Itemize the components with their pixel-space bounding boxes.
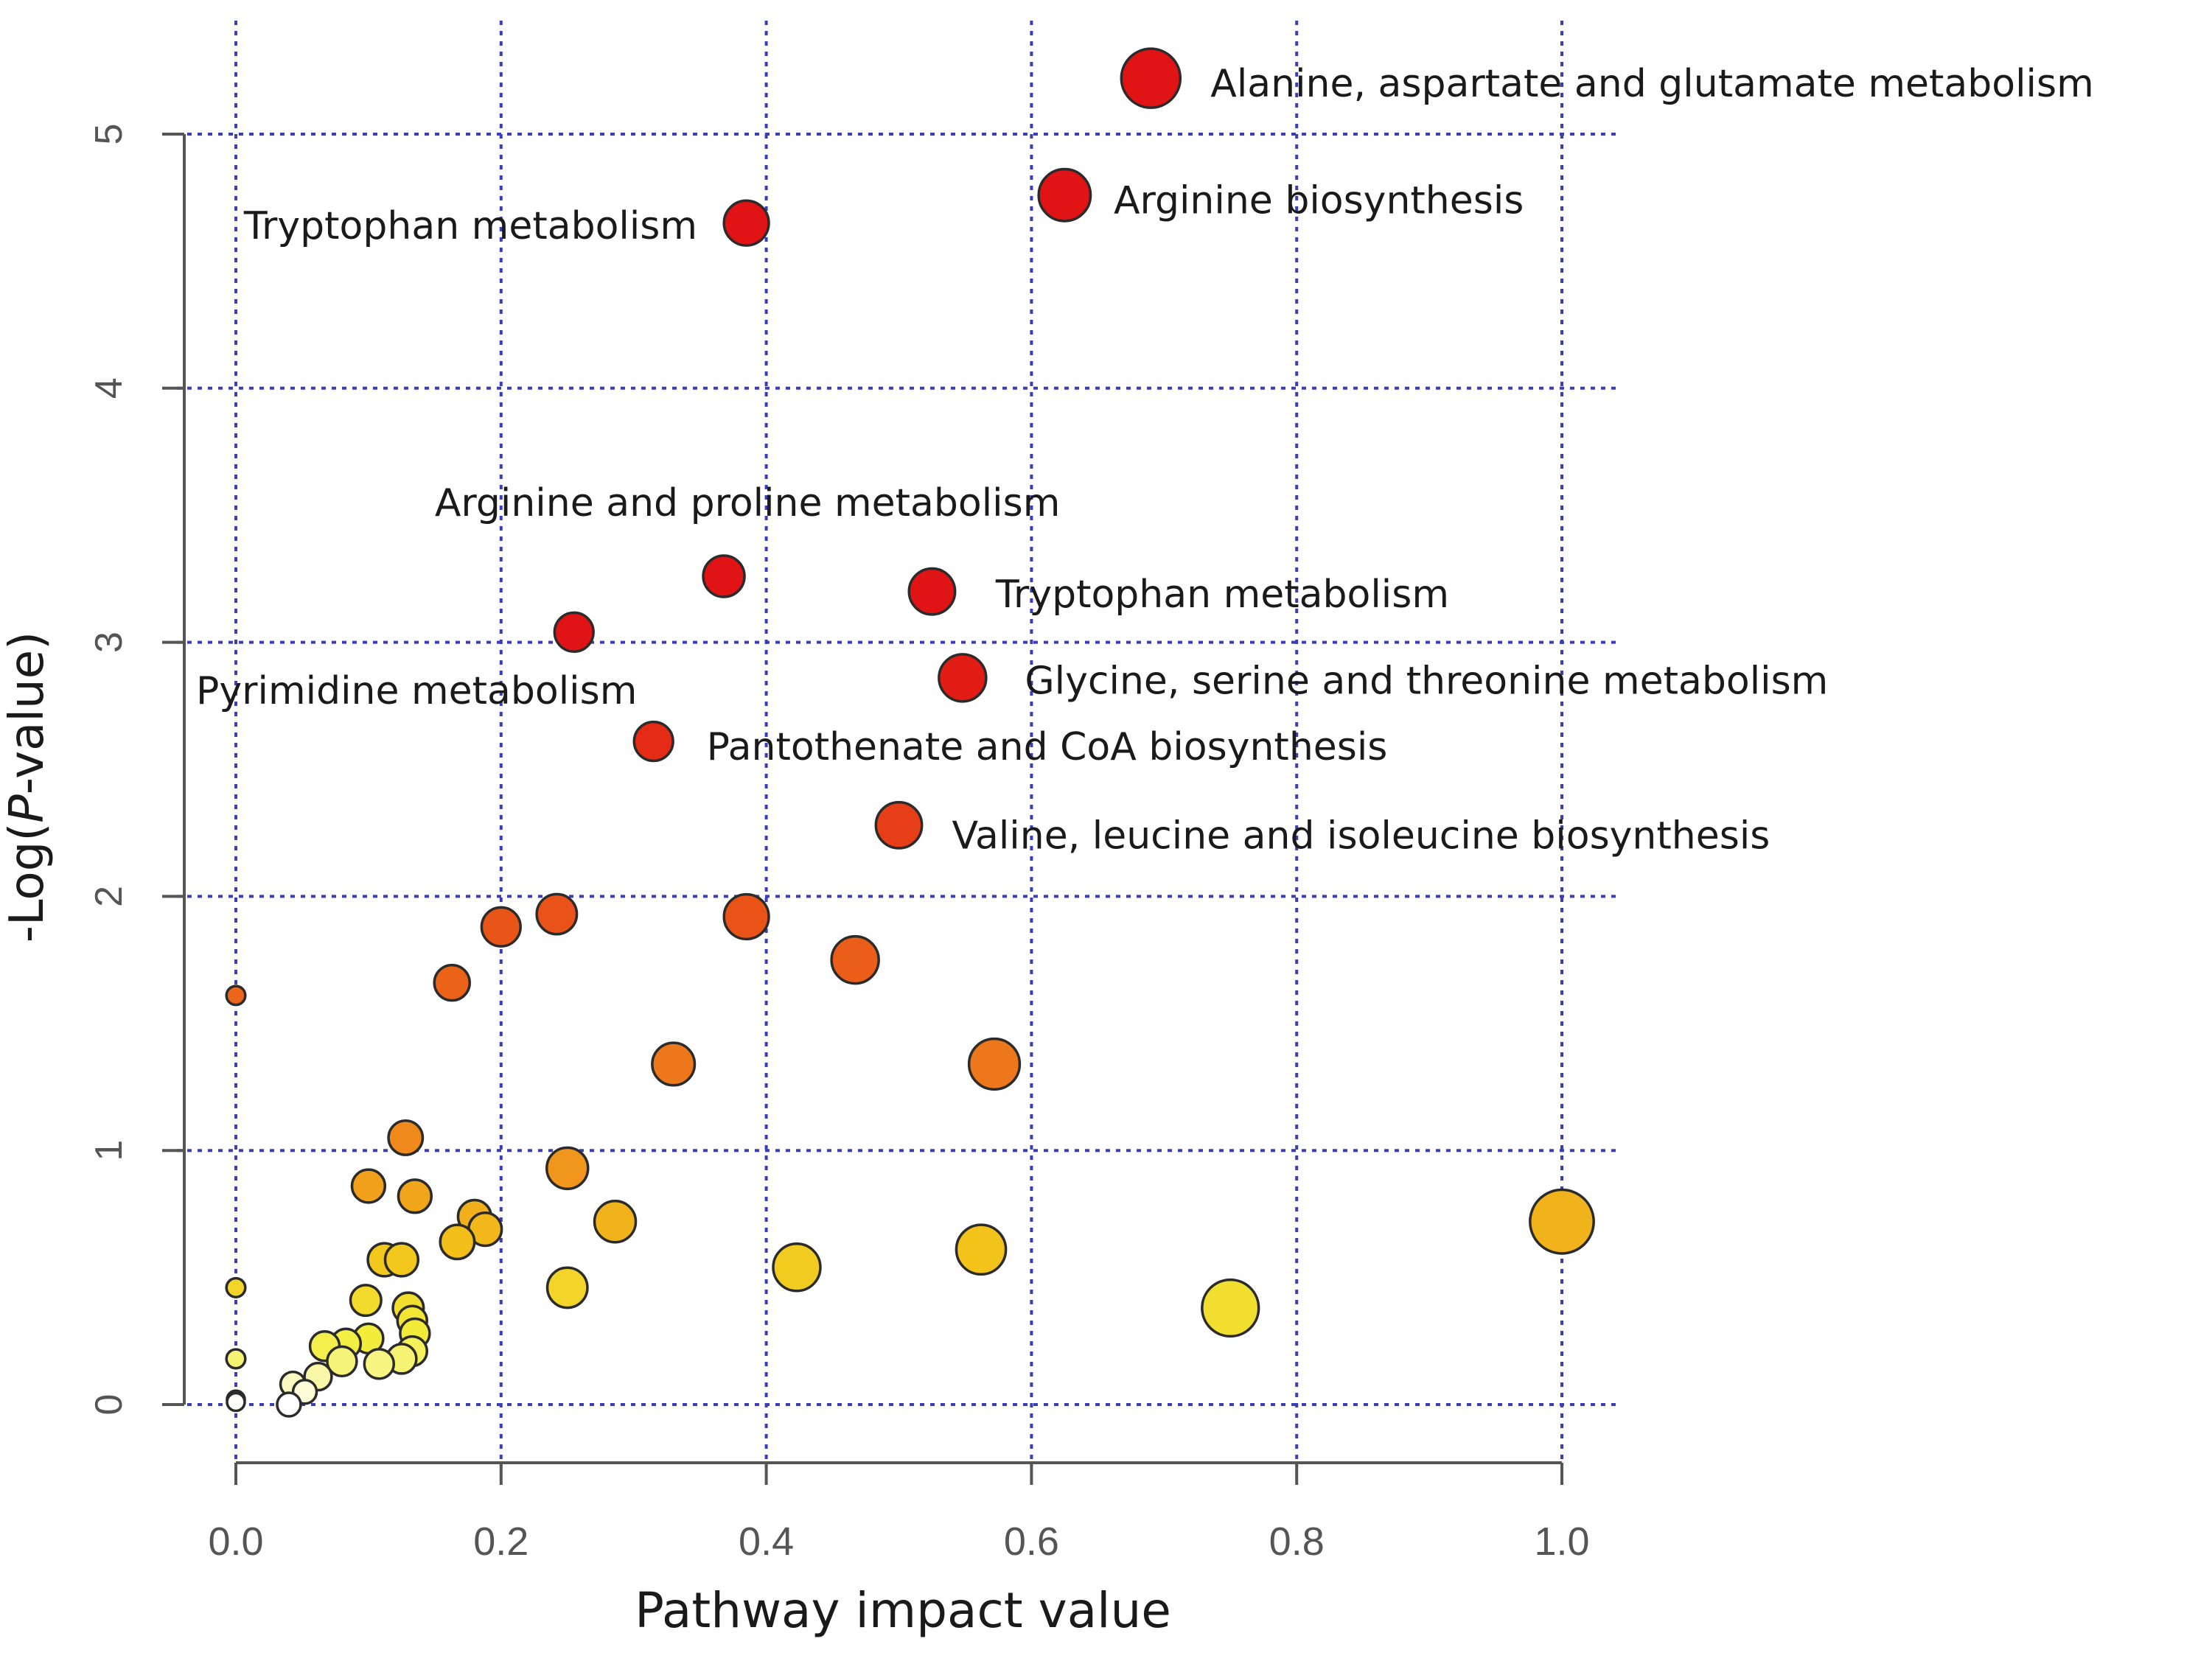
data-point-28 bbox=[383, 1242, 420, 1278]
y-tick-label-1: 1 bbox=[88, 1140, 130, 1161]
x-tick-label-4: 0.8 bbox=[1269, 1520, 1325, 1564]
y-tick-label-2: 2 bbox=[88, 886, 130, 907]
data-point-15 bbox=[967, 1037, 1022, 1091]
y-axis-title-prefix: -Log( bbox=[0, 823, 55, 943]
data-point-2 bbox=[722, 199, 770, 247]
pathway-label-5: Glycine, serine and threonine metabolism bbox=[1025, 659, 1828, 703]
x-tick-label-3: 0.6 bbox=[1004, 1520, 1059, 1564]
data-point-32 bbox=[349, 1284, 383, 1318]
data-point-16 bbox=[651, 1041, 697, 1087]
data-point-41 bbox=[225, 1348, 247, 1370]
data-point-18 bbox=[545, 1146, 590, 1191]
axis-layer: 0 1 2 3 4 5 0.0 0.2 0.4 0.6 0.8 1.0 bbox=[88, 124, 1590, 1564]
point-layer bbox=[225, 47, 1595, 1418]
y-tick-label-4: 4 bbox=[88, 377, 130, 399]
data-point-11 bbox=[480, 906, 522, 948]
y-axis-title: -Log(P-value) bbox=[0, 632, 55, 943]
data-point-31 bbox=[225, 1276, 247, 1298]
data-point-14 bbox=[225, 985, 247, 1007]
data-point-49 bbox=[226, 1391, 246, 1413]
pathway-label-0: Alanine, aspartate and glutamate metabol… bbox=[1210, 62, 2094, 106]
data-point-3 bbox=[702, 554, 746, 598]
pathway-label-8: Valine, leucine and isoleucine biosynthe… bbox=[952, 814, 1770, 859]
pathway-label-1: Arginine biosynthesis bbox=[1114, 179, 1524, 223]
pathway-label-3: Arginine and proline metabolism bbox=[435, 481, 1061, 525]
pathway-label-4: Tryptophan metabolism bbox=[995, 573, 1449, 617]
data-point-23 bbox=[1529, 1188, 1595, 1255]
grid-layer bbox=[177, 21, 1618, 1466]
data-point-19 bbox=[350, 1168, 387, 1204]
data-point-26 bbox=[955, 1223, 1008, 1276]
data-point-17 bbox=[387, 1119, 425, 1156]
data-point-9 bbox=[535, 892, 579, 936]
data-point-4 bbox=[907, 567, 957, 616]
data-point-25 bbox=[439, 1223, 476, 1261]
data-point-22 bbox=[593, 1199, 638, 1244]
data-point-20 bbox=[397, 1178, 433, 1214]
data-point-33 bbox=[1201, 1278, 1260, 1338]
y-tick-label-3: 3 bbox=[88, 632, 130, 653]
y-axis-title-suffix: -value) bbox=[0, 632, 55, 794]
pathway-label-6: Pyrimidine metabolism bbox=[196, 669, 637, 713]
data-point-50 bbox=[276, 1391, 302, 1418]
data-point-8 bbox=[874, 800, 924, 850]
x-tick-label-1: 0.2 bbox=[473, 1520, 528, 1564]
data-point-29 bbox=[772, 1242, 822, 1293]
x-axis-title: Pathway impact value bbox=[635, 1582, 1171, 1639]
data-point-7 bbox=[632, 720, 674, 763]
data-point-0 bbox=[1120, 47, 1182, 109]
data-point-13 bbox=[433, 963, 471, 1002]
data-point-5 bbox=[553, 611, 595, 653]
x-tick-label-0: 0.0 bbox=[208, 1520, 263, 1564]
pathway-label-7: Pantothenate and CoA biosynthesis bbox=[707, 725, 1388, 769]
annotation-layer: Alanine, aspartate and glutamate metabol… bbox=[196, 62, 2094, 859]
data-point-1 bbox=[1037, 167, 1092, 223]
data-point-10 bbox=[722, 892, 770, 941]
x-tick-label-5: 1.0 bbox=[1534, 1520, 1589, 1564]
y-tick-label-0: 0 bbox=[88, 1394, 130, 1416]
y-tick-label-5: 5 bbox=[88, 124, 130, 145]
data-point-30 bbox=[545, 1266, 589, 1309]
x-tick-label-2: 0.4 bbox=[739, 1520, 794, 1564]
data-point-12 bbox=[830, 934, 880, 985]
data-point-6 bbox=[938, 653, 988, 703]
data-point-44 bbox=[363, 1348, 396, 1380]
pathway-label-2: Tryptophan metabolism bbox=[243, 204, 697, 248]
y-axis-title-italic: P bbox=[0, 794, 55, 823]
data-point-43 bbox=[326, 1345, 358, 1378]
